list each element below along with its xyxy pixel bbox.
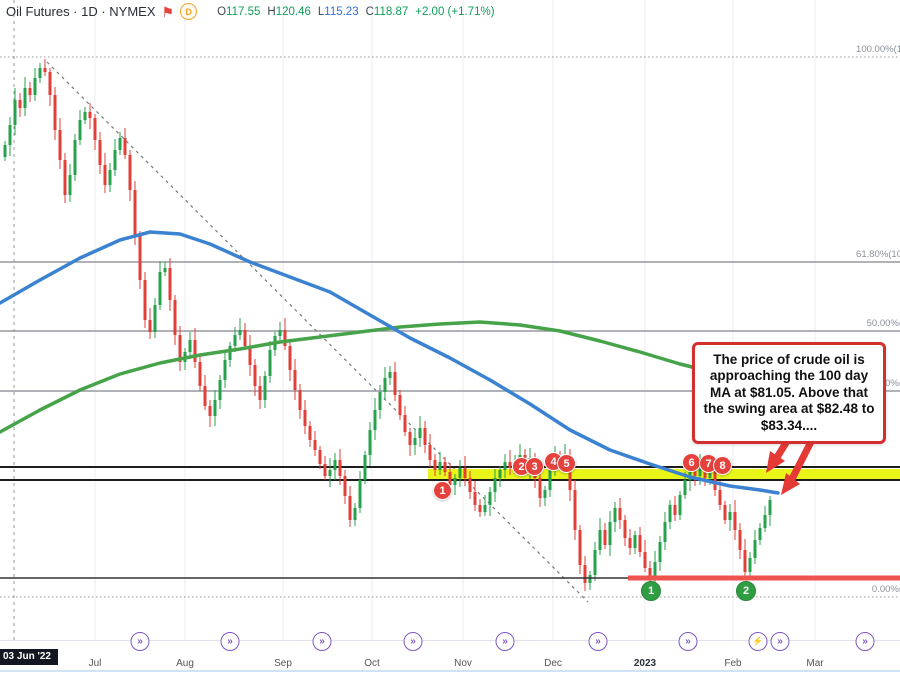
- month-label-Aug: Aug: [176, 658, 194, 669]
- replay-forward-icon-8[interactable]: »: [855, 632, 875, 651]
- month-label-2023: 2023: [633, 658, 657, 669]
- fib-label-1: 61.80%(10: [856, 249, 900, 260]
- month-label-Mar: Mar: [806, 658, 824, 669]
- red-marker-3[interactable]: 3: [525, 457, 544, 476]
- replay-forward-icon-5[interactable]: »: [588, 632, 608, 651]
- close-value: 118.87: [373, 5, 409, 18]
- candlesticks: [3, 59, 772, 591]
- red-marker-6[interactable]: 6: [682, 453, 701, 472]
- date-badge: 03 Jun '22: [0, 649, 58, 665]
- fib-label-4: 0.00%(: [871, 584, 900, 595]
- flag-icon[interactable]: ⚑: [161, 3, 175, 20]
- month-label-Dec: Dec: [544, 658, 562, 669]
- red-marker-8[interactable]: 8: [713, 456, 732, 475]
- chart-canvas[interactable]: [0, 0, 900, 640]
- green-marker-1[interactable]: 1: [641, 581, 661, 601]
- ohlc-readout: O117.55 H120.46 L115.23 C118.87 +2.00 (+…: [217, 6, 494, 18]
- symbol-title[interactable]: Oil Futures · 1D · NYMEX: [6, 4, 156, 19]
- axis-bottom-divider: [0, 670, 900, 672]
- close-label: C: [365, 5, 374, 18]
- replay-forward-icon-6[interactable]: »: [678, 632, 698, 651]
- green-marker-2[interactable]: 2: [736, 581, 756, 601]
- swing-area-band[interactable]: [428, 469, 900, 479]
- replay-forward-icon-0[interactable]: »: [130, 632, 150, 651]
- open-value: 117.55: [226, 5, 261, 18]
- low-label: L: [317, 5, 325, 18]
- ma-blue-line[interactable]: [0, 230, 780, 495]
- month-label-Nov: Nov: [454, 658, 472, 669]
- interval-badge[interactable]: D: [180, 3, 198, 20]
- time-axis[interactable]: 03 Jun '22 Jul Aug Sep Oct Nov Dec 2023 Feb Mar »…: [0, 632, 900, 674]
- red-marker-5[interactable]: 5: [557, 454, 576, 473]
- month-label-Feb: Feb: [724, 658, 742, 669]
- downtrend-trendline[interactable]: [46, 61, 589, 603]
- replay-forward-icon-3[interactable]: »: [403, 632, 423, 651]
- replay-forward-icon-4[interactable]: »: [495, 632, 515, 651]
- month-label-Oct: Oct: [364, 658, 380, 669]
- low-value: 115.23: [324, 5, 359, 18]
- red-arrow-1-head: [766, 451, 785, 473]
- replay-forward-icon-7[interactable]: »: [770, 632, 790, 651]
- high-value: 120.46: [275, 5, 311, 18]
- high-label: H: [267, 5, 276, 18]
- month-label-Sep: Sep: [274, 658, 292, 669]
- change-value: +2.00 (+1.71%): [415, 5, 495, 18]
- annotation-callout[interactable]: The price of crude oil is approaching th…: [692, 342, 886, 445]
- fib-label-2: 50.00%(: [866, 318, 900, 329]
- open-label: O: [217, 5, 227, 18]
- replay-forward-icon-2[interactable]: »: [312, 632, 332, 651]
- replay-forward-icon-1[interactable]: »: [220, 632, 240, 651]
- ma-green-line[interactable]: [0, 320, 780, 434]
- red-arrow-2-head: [781, 473, 800, 495]
- lightning-bolt-icon[interactable]: ⚡: [748, 632, 768, 651]
- month-label-Jul: Jul: [88, 658, 102, 669]
- fib-label-0: 100.00%(1: [856, 44, 900, 55]
- symbol-header: Oil Futures · 1D · NYMEX ⚑ D O117.55 H12…: [6, 3, 495, 20]
- red-marker-1[interactable]: 1: [433, 481, 452, 500]
